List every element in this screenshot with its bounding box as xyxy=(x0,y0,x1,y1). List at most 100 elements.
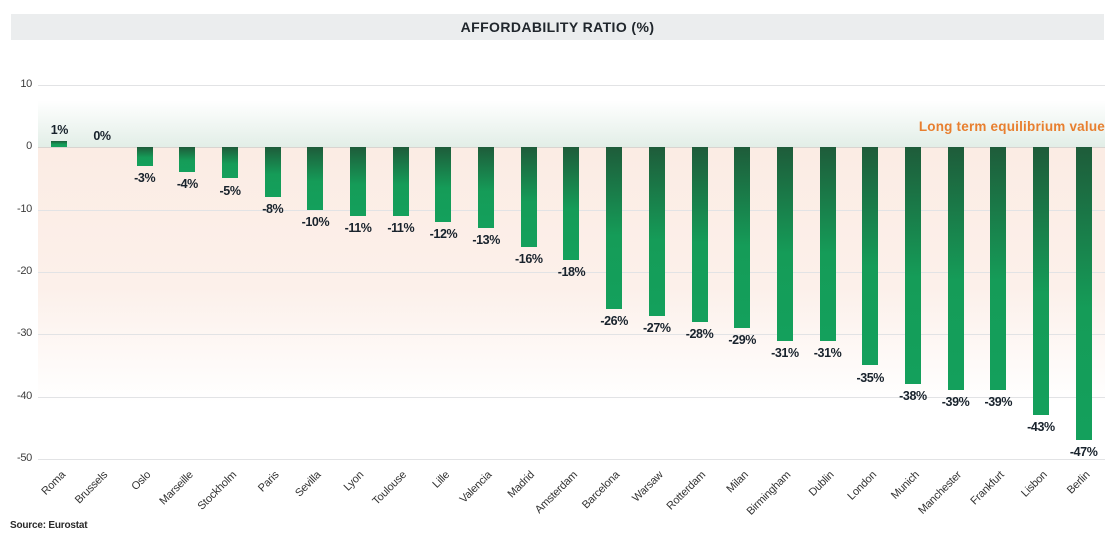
bar xyxy=(307,147,324,210)
bar-column: -38% xyxy=(892,85,935,459)
bar xyxy=(904,147,921,385)
x-axis: Roma Brussels Oslo Marseille Stockholm Paris S… xyxy=(38,459,1105,534)
x-axis-label: Berlin xyxy=(1064,469,1093,497)
y-tick-label: 10 xyxy=(20,78,32,90)
value-label: -28% xyxy=(685,326,714,341)
gridline xyxy=(38,396,1105,398)
x-axis-label: Manchester xyxy=(916,469,965,517)
title-bar: AFFORDABILITY RATIO (%) xyxy=(11,14,1104,40)
value-label: -27% xyxy=(643,320,671,335)
value-label: 0% xyxy=(93,129,111,144)
bar xyxy=(648,147,665,316)
bar-column: -47% xyxy=(1062,85,1105,459)
value-label: -5% xyxy=(219,183,241,198)
equilibrium-annotation: Long term equilibrium value xyxy=(918,119,1105,134)
bar-column: -28% xyxy=(678,85,721,459)
value-label: -18% xyxy=(557,264,586,279)
value-label: -43% xyxy=(1027,420,1055,435)
bar xyxy=(1075,147,1092,441)
value-label: -39% xyxy=(941,395,970,410)
bar-column: -31% xyxy=(764,85,807,459)
bar-column: -4% xyxy=(166,85,209,459)
gridline xyxy=(38,334,1105,336)
bar-column: -35% xyxy=(849,85,892,459)
x-axis-label: Birmingham xyxy=(744,469,794,518)
gridline xyxy=(38,459,1105,460)
value-label: -4% xyxy=(176,177,198,192)
bar-column: -11% xyxy=(337,85,380,459)
source-note: Source: Eurostat xyxy=(10,520,88,531)
value-label: -3% xyxy=(134,171,156,186)
gridline xyxy=(38,85,1105,86)
x-axis-label: Brussels xyxy=(73,469,111,507)
bar-column: -13% xyxy=(465,85,508,459)
bar-column: -10% xyxy=(294,85,337,459)
bar-column: -16% xyxy=(507,85,550,459)
bar xyxy=(179,147,196,173)
bar xyxy=(51,141,68,148)
bar xyxy=(392,147,409,216)
bar-column: -39% xyxy=(977,85,1020,459)
x-axis-label: Stockholm xyxy=(195,469,239,513)
x-axis-label: Barcelona xyxy=(580,469,623,512)
x-axis-label: Lille xyxy=(430,469,452,491)
x-axis-label: London xyxy=(845,469,879,503)
value-label: -39% xyxy=(984,395,1013,410)
y-tick-label: -50 xyxy=(17,452,32,464)
bar xyxy=(734,147,751,329)
bar xyxy=(862,147,879,366)
bar-column: -26% xyxy=(593,85,636,459)
bar xyxy=(350,147,367,216)
bar xyxy=(435,147,452,223)
value-label: -31% xyxy=(813,345,842,360)
y-tick-label: -10 xyxy=(17,202,32,215)
y-tick-label: 0 xyxy=(26,140,32,153)
bar-column: 1% xyxy=(38,85,81,459)
x-axis-label: Marseille xyxy=(157,469,196,508)
chart-title: AFFORDABILITY RATIO (%) xyxy=(460,19,655,35)
x-axis-label: Warsaw xyxy=(629,469,666,505)
x-axis-label: Sevilla xyxy=(293,469,324,500)
x-axis-label: Munich xyxy=(888,469,922,502)
bar-column: -3% xyxy=(123,85,166,459)
x-axis-label: Madrid xyxy=(505,469,538,501)
value-label: -8% xyxy=(262,202,284,217)
bar xyxy=(478,147,495,229)
bar-column: -29% xyxy=(721,85,764,459)
x-axis-label: Milan xyxy=(724,469,751,496)
x-axis-label: Paris xyxy=(255,469,282,495)
value-label: -35% xyxy=(856,370,885,385)
bar xyxy=(264,147,281,198)
value-label: -10% xyxy=(301,214,330,229)
bar-column: -43% xyxy=(1020,85,1063,459)
bar xyxy=(1032,147,1049,416)
y-tick-label: -20 xyxy=(17,265,32,277)
value-label: -11% xyxy=(344,220,372,235)
bar-column: -39% xyxy=(934,85,977,459)
bar-column: -12% xyxy=(422,85,465,459)
positive-band-background xyxy=(38,85,1105,148)
bar xyxy=(819,147,836,341)
bar-column: -8% xyxy=(251,85,294,459)
value-label: -31% xyxy=(771,345,799,360)
value-label: -16% xyxy=(515,252,543,267)
bar xyxy=(520,147,537,248)
bar-column: 0% xyxy=(81,85,124,459)
x-axis-label: Lisbon xyxy=(1018,469,1050,500)
gridline xyxy=(38,272,1105,273)
bar-column: -31% xyxy=(806,85,849,459)
value-label: -12% xyxy=(429,227,458,242)
bar xyxy=(776,147,793,341)
value-label: -26% xyxy=(600,314,628,329)
x-axis-label: Valencia xyxy=(458,469,495,506)
bar xyxy=(136,147,153,167)
value-label: -38% xyxy=(899,389,927,404)
bar xyxy=(222,147,239,179)
x-axis-label: Amsterdam xyxy=(533,469,580,516)
x-axis-label: Dublin xyxy=(806,469,837,499)
value-label: -29% xyxy=(728,333,756,348)
x-axis-label: Rotterdam xyxy=(664,469,709,513)
bar-column: -5% xyxy=(209,85,252,459)
plot-area: 1% 0% -3% -4% -5% -8% -10% -11% -11% -12% -13% -16%… xyxy=(38,85,1105,460)
bar-column: -11% xyxy=(379,85,422,459)
